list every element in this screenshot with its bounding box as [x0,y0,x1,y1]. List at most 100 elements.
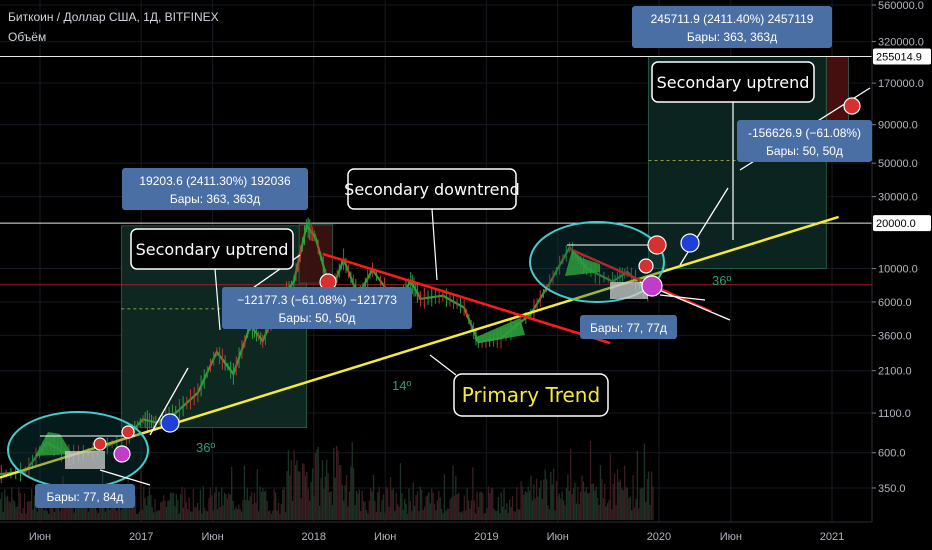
x-tick-label: Июн [374,531,396,543]
volume-bar [307,488,309,520]
y-price-badge-label: 20000.0 [876,218,916,230]
volume-bar [100,500,102,520]
volume-bar [392,487,395,520]
volume-bar [643,443,646,520]
volume-bar [484,512,487,520]
volume-bar [222,505,224,520]
callout-secondary-downtrend-text: Secondary downtrend [344,180,520,199]
volume-bar [554,510,556,520]
volume-bar [240,511,243,520]
volume-bar [104,511,107,520]
volume-bar [134,495,136,520]
y-tick-label: 2100.0 [878,366,912,378]
volume-bar [330,490,332,520]
y-axis[interactable]: 560000.0 320000.0 170000.0 90000.0 50000.0 30… [871,0,932,522]
volume-bar [348,491,351,520]
volume-bar [135,513,138,520]
volume-bar [618,481,620,520]
volume-bar [432,492,434,520]
volume-bar [571,494,573,520]
volume-bar [226,498,229,520]
y-tick-label: 320000.0 [878,37,924,49]
volume-bar [282,489,284,520]
volume-bar [357,493,359,520]
volume-bar [509,499,511,520]
volume-bar [642,487,644,520]
volume-bar [253,492,256,520]
volume-bar [396,504,399,520]
volume-bar [120,510,122,520]
volume-bar [371,491,373,520]
volume-bar [212,510,214,520]
volume-bar [174,506,176,520]
volume-bar [609,453,612,520]
measure-box-bars-2016 [35,484,135,508]
volume-bar [340,464,342,520]
x-tick-label: 2017 [129,531,153,543]
volume-bar [266,500,268,520]
volume-bar [611,509,613,520]
volume-bar [2,511,4,520]
volume-bar [280,504,282,520]
volume-bar [248,500,250,520]
y-tick-label: 600.0 [878,448,906,460]
volume-bar [265,490,267,520]
volume-bar [365,510,368,520]
volume-bar [29,500,31,520]
volume-bar [574,482,576,520]
volume-bar [12,500,14,520]
volume-bar [382,494,385,520]
volume-bar [623,465,626,520]
volume-bar [192,488,195,520]
volume-bar [334,477,336,520]
volume-bar [472,467,474,520]
volume-bar [269,510,271,520]
volume-bar [168,500,170,520]
volume-bar [415,494,417,520]
volume-bar [411,511,413,520]
volume-bar [475,513,477,520]
volume-bar [18,486,20,520]
volume-bar [216,509,219,520]
volume-bar [585,486,587,520]
volume-bar [25,513,27,520]
x-axis[interactable]: Июн 2017 Июн 2018 Июн 2019 Июн 2020 Июн 2021 [0,521,932,550]
volume-bar [72,501,74,520]
volume-bar [297,471,299,520]
volume-bar [56,501,58,520]
y-tick-label: 90000.0 [878,120,918,132]
volume-bar [394,511,396,520]
volume-bar [476,491,478,520]
volume-bar [421,490,423,520]
volume-bar [494,510,497,520]
volume-bar [572,488,575,520]
volume-bar [646,479,648,520]
volume-bar [28,501,30,520]
volume-bar [170,492,172,520]
measure-box-2018-drop-text: Бары: 50, 50д [279,311,356,325]
y-tick-label: 6000.0 [878,297,912,309]
volume-bar [194,507,196,520]
volume-bar [388,506,390,520]
volume-bar [187,509,189,520]
volume-bar [347,506,349,520]
volume-bar [86,502,88,520]
flag-pattern [474,318,525,343]
volume-bar [233,509,236,520]
volume-bar [551,484,553,520]
volume-bar [564,505,566,520]
volume-bar [133,498,135,520]
volume-bar [633,507,636,520]
volume-bar [516,486,518,520]
volume-bar [249,496,251,520]
volume-bar [537,496,539,520]
volume-bar [584,491,586,520]
volume-bar [480,491,482,520]
volume-bar [162,495,165,520]
volume-bar [111,497,114,520]
volume-bar [473,500,475,520]
volume-bar [243,465,246,520]
volume-bar [608,500,610,520]
volume-bar [601,479,603,520]
